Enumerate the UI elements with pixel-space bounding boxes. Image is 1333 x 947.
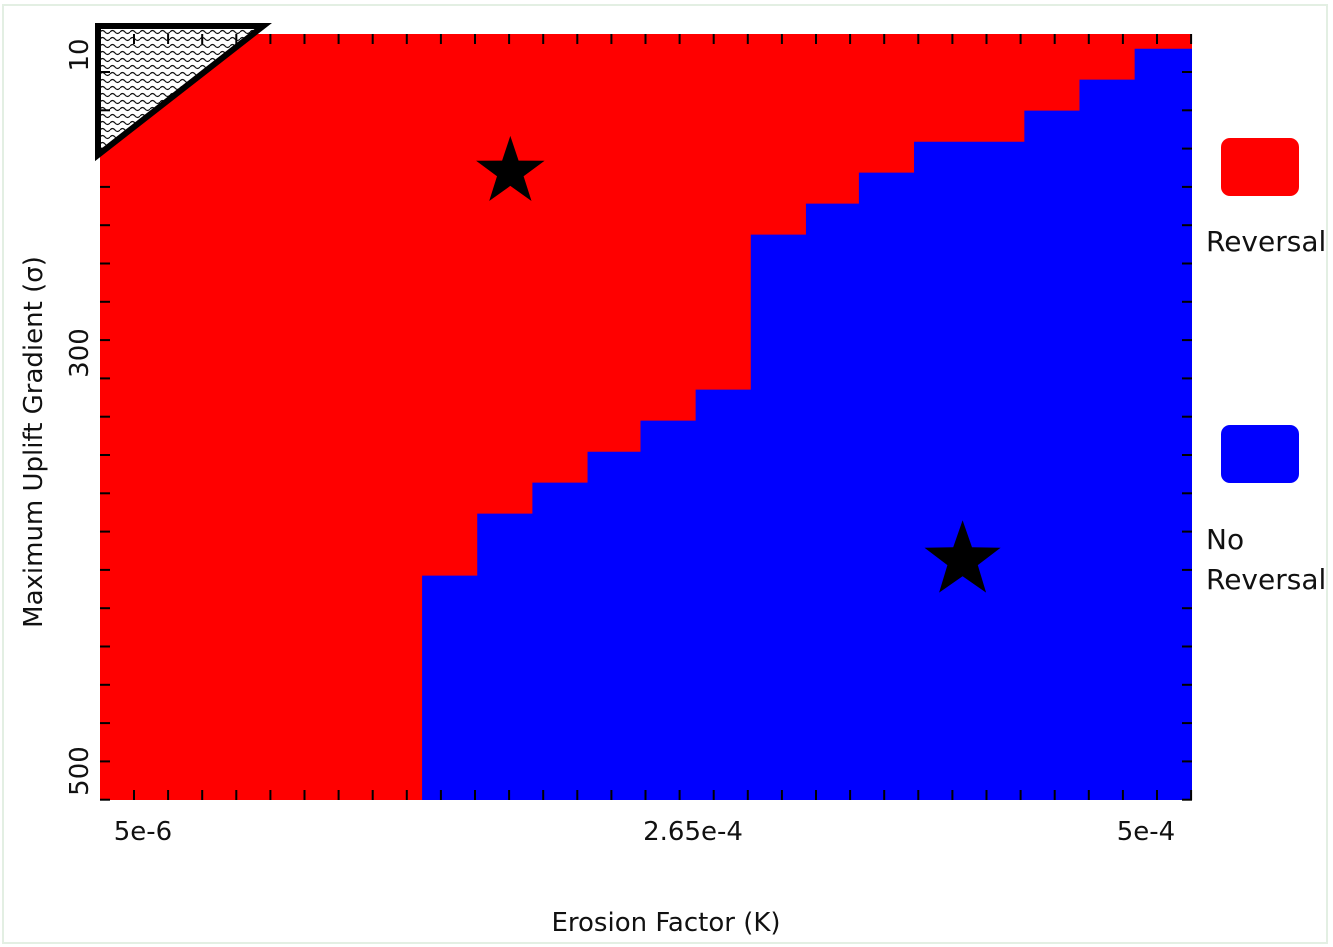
legend-label-no-reversal: No Reversal bbox=[1206, 523, 1327, 596]
figure-frame bbox=[2, 4, 1328, 944]
excluded-hatched-region bbox=[95, 23, 272, 162]
x-tick-label-left: 5e-6 bbox=[113, 817, 173, 847]
legend-swatch-reversal bbox=[1221, 138, 1299, 196]
x-tick-label-right: 5e-4 bbox=[1116, 817, 1176, 847]
y-tick-label-top: 10 bbox=[65, 38, 95, 72]
legend-label-reversal: Reversal bbox=[1206, 225, 1327, 258]
x-axis-title: Erosion Factor (K) bbox=[551, 908, 781, 938]
x-tick-label-middle: 2.65e-4 bbox=[643, 817, 743, 847]
y-axis-title: Maximum Uplift Gradient (σ) bbox=[19, 256, 49, 628]
star-marker bbox=[924, 520, 1001, 593]
legend-swatch-no-reversal bbox=[1221, 425, 1299, 483]
no-reversal-region bbox=[422, 48, 1192, 800]
y-tick-label-bottom: 500 bbox=[65, 746, 95, 796]
star-marker bbox=[476, 135, 545, 201]
y-tick-label-middle: 300 bbox=[65, 328, 95, 378]
